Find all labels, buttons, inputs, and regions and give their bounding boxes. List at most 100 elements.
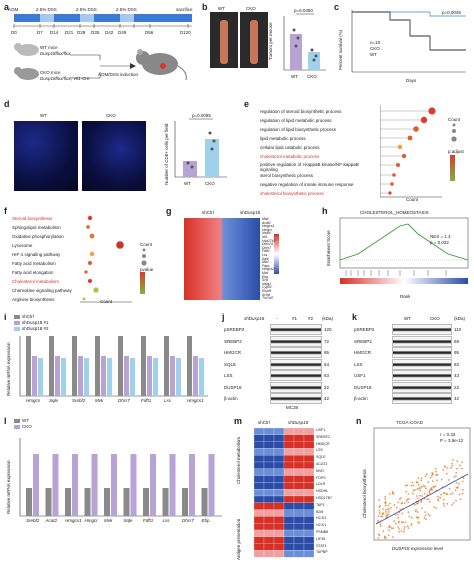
scatter-point: [378, 509, 381, 512]
scatter-point: [403, 528, 406, 530]
scatter-ylabel: Cholesterol biosynthesis: [362, 469, 367, 518]
heatmap-gene-label: Sc5d: [262, 292, 270, 297]
scatter-point: [411, 481, 414, 484]
qpcr-bar: [199, 358, 204, 396]
heatmap-m-cell: [303, 509, 315, 517]
heatmap-m-cell: [253, 495, 265, 503]
wb-band-label: USF1: [354, 373, 366, 378]
qpcr-l-gene-label: Dhcr7: [182, 518, 195, 523]
heatmap-m-cell: [253, 509, 265, 517]
heatmap-gene-label: Sqle: [262, 256, 269, 261]
heatmap-m-gene-label: LSS: [316, 448, 323, 453]
scatter-point: [445, 472, 448, 475]
qpcr-bar: [38, 358, 43, 396]
scatter-point: [454, 489, 457, 492]
heatmap-m-cell: [263, 461, 275, 469]
wb-band-label: SQLE: [224, 361, 237, 367]
panel-j: j shDusp18 - #1 #2 (kDa) pSREBP2 120 SREBP…: [218, 310, 346, 410]
heatmap-m-cell: [283, 475, 295, 483]
scatter-point: [407, 511, 410, 514]
heatmap-m-cell: [303, 543, 315, 551]
scatter-point: [440, 478, 443, 481]
qpcr-l-gene-label: Sqle: [123, 518, 133, 523]
wb-band-label: SREBP2: [354, 338, 372, 344]
wb-band-label: pSREBP2: [224, 327, 245, 332]
cd8-cko: CKO: [205, 181, 215, 186]
scatter-point: [462, 489, 464, 491]
colon-photo-cko: [240, 12, 268, 68]
kegg-term-3: Oxidative phosphorylation: [12, 234, 64, 239]
qpcr-l-bar: [143, 488, 149, 516]
scatter-point: [451, 492, 454, 495]
if-image-wt: [14, 121, 78, 191]
wb-band-label: β-actin: [354, 396, 368, 401]
scatter-point: [408, 515, 411, 518]
wb-band: [270, 358, 322, 370]
scatter-point: [418, 522, 420, 524]
qpcr-l-gene-label: Ebp: [201, 518, 210, 523]
scatter-point: [406, 484, 408, 487]
wb-j-col-1: -: [276, 316, 278, 321]
scatter-point: [377, 537, 380, 539]
heatmap-m-cell: [273, 455, 285, 463]
heatmap-m-cell: [303, 448, 315, 456]
scatter-point: [440, 493, 442, 496]
scatter-point: [455, 475, 457, 477]
heatmap-m-cell: [293, 523, 305, 531]
scatter-point: [401, 512, 404, 515]
qpcr-bar: [55, 356, 60, 396]
heatmap-m-cell: [283, 441, 295, 449]
wb-band: [270, 393, 322, 404]
heatmap-m-cell: [273, 523, 285, 531]
go-term-3: regulation of lipid biosynthetic process: [260, 127, 337, 132]
go-term-7: positive regulation of I-kappaB kinase/N…: [260, 162, 359, 172]
wb-k-wt: WT: [404, 316, 411, 321]
wb-band: [392, 335, 452, 347]
qpcr-l-bar: [91, 454, 98, 516]
qpcr-bar: [153, 358, 158, 396]
qpcr-l-bar: [72, 454, 78, 516]
scatter-point: [416, 502, 418, 505]
scatter-point: [462, 477, 465, 480]
scatter-point: [407, 527, 410, 529]
survival-wt: WT: [370, 52, 377, 57]
scatter-point: [434, 467, 437, 470]
scatter-point: [391, 491, 394, 493]
wb-band-size: 22: [324, 384, 330, 390]
scatter-point: [442, 469, 445, 471]
heatmap-m-cell: [283, 529, 295, 537]
qpcr-ylabel: Relative mRNA expression: [6, 342, 11, 396]
day-42: D42: [105, 30, 114, 35]
heatmap-m-gene-label: H2-K1: [316, 523, 327, 528]
heatmap-m-gene-label: H2-D1: [316, 516, 327, 521]
qpcr-gene-label: Lss: [164, 398, 172, 403]
qpcr-l-bar: [65, 488, 71, 516]
scatter-point: [436, 479, 438, 482]
day-120: D120: [180, 30, 191, 35]
scatter-point: [398, 498, 401, 500]
heatmap-m-cell: [263, 509, 275, 517]
qpcr-bar: [95, 336, 100, 396]
heatmap-m-cell: [253, 461, 265, 469]
scatter-point: [461, 461, 463, 464]
panel-g: g shCtrl shDusp18 Msd Acat2 Hmgcs1 Hmgcr Nsd…: [162, 204, 314, 304]
scatter-point: [430, 487, 433, 489]
qpcr-l-bar: [33, 454, 39, 516]
scatter-point: [412, 492, 414, 495]
heatmap-m-cell: [273, 495, 285, 503]
panel-label: e: [244, 99, 250, 109]
scatter-point: [384, 501, 387, 504]
scatter-point: [416, 497, 419, 500]
wb-band: [392, 358, 452, 370]
panel-label: g: [166, 206, 172, 216]
go-term-2: regulation of lipid metabolic process: [260, 118, 332, 123]
qpcr-l-ylabel: Relative mRNA expression: [6, 460, 11, 514]
scatter-point: [461, 467, 463, 470]
scatter-point: [423, 492, 426, 495]
heatmap-gene-label: Insig1: [262, 281, 272, 286]
heatmap-gene-label: Dhcr7: [262, 245, 272, 250]
gsea-p: p = 0.022: [430, 240, 449, 245]
heatmap-m-gene-label: TAPBP: [316, 550, 328, 555]
qpcr-l-bar: [123, 488, 130, 516]
scatter-point: [431, 472, 434, 474]
